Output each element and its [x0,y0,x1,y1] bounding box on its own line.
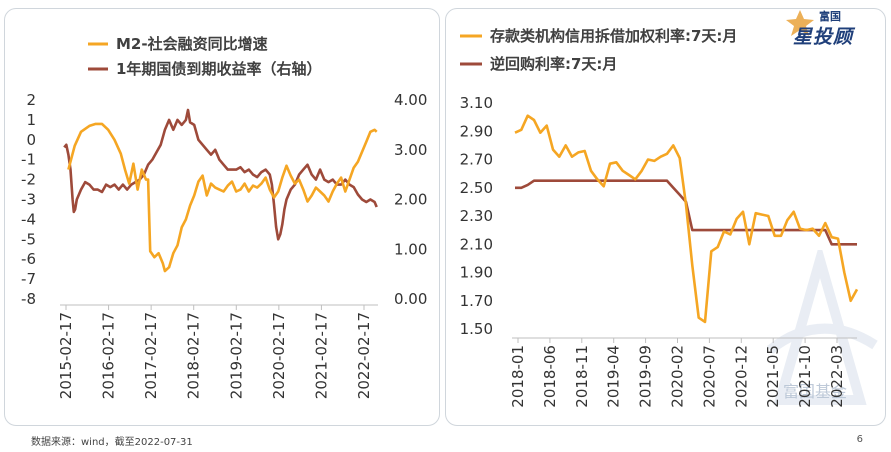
x-tick-label-right: 2021-10 [796,345,814,408]
x-tick-label-right: 2021-05 [764,345,782,408]
y-tick-label-right: 2.90 [460,122,493,140]
legend-label-right-1: 逆回购利率:7天:月 [490,55,617,73]
y-left-tick-label: -4 [21,210,36,228]
x-tick-label-left: 2021-02-17 [312,312,330,399]
logo-big-text: 星投顾 [793,26,854,48]
x-tick-label-left: 2017-02-17 [142,312,160,399]
y-left-tick-label: -8 [21,290,36,308]
y-left-tick-label: -6 [21,250,36,268]
x-tick-label-right: 2018-06 [541,345,559,408]
legend-label-left-0: M2-社会融资同比增速 [116,35,268,53]
y-tick-label-right: 2.50 [460,179,493,197]
y-left-tick-label: -1 [21,151,36,169]
y-left-tick-label: -2 [21,171,36,189]
x-tick-label-left: 2019-02-17 [227,312,245,399]
x-tick-label-left: 2020-02-17 [270,312,288,399]
series-line-right-0 [514,114,859,324]
star-logo-icon [786,10,814,36]
x-tick-label-right: 2019-09 [637,345,655,408]
y-left-tick-label: 1 [26,111,36,129]
x-tick-label-right: 2020-12 [732,345,750,408]
logo-small-text: 富国 [819,10,841,23]
y-right-tick-label: 4.00 [394,91,427,109]
page-number: 6 [856,434,863,445]
m2-vs-bond-yield-chart: M2-社会融资同比增速 1年期国债到期收益率（右轴） 2 1 0 -1 -2 -3-4 -5 -6… [21,35,427,399]
y-tick-label-right: 3.10 [460,94,493,112]
x-tick-label-left: 2015-02-17 [57,312,75,399]
watermark-text: 富国基金 [783,382,848,401]
x-tick-label-right: 2018-11 [573,345,591,408]
y-left-tick-label: -3 [21,191,36,209]
legend-label-left-1: 1年期国债到期收益率（右轴） [116,60,321,78]
right-chart-panel [445,8,886,426]
y-left-tick-label: -5 [21,230,36,248]
series-line-left-1 [63,108,378,241]
y-tick-label-right: 1.50 [460,320,493,338]
x-tick-label-right: 2019-04 [605,345,623,408]
y-tick-label-right: 1.90 [460,264,493,282]
y-tick-label-right: 2.10 [460,235,493,253]
x-tick-label-right: 2018-01 [509,345,527,408]
y-right-tick-label: 3.00 [394,141,427,159]
y-right-tick-label: 2.00 [394,191,427,209]
x-tick-label-right: 2020-07 [700,345,718,408]
y-left-tick-label: 0 [26,131,36,149]
y-left-tick-label: -7 [21,270,36,288]
legend-label-right-0: 存款类机构信用拆借加权利率:7天:月 [490,27,737,45]
y-tick-label-right: 2.30 [460,207,493,225]
x-tick-label-right: 2022-03 [828,345,846,408]
series-line-left-0 [67,122,378,273]
y-right-tick-label: 0.00 [394,290,427,308]
fullgoal-watermark-icon [766,250,878,405]
y-tick-label-right: 1.70 [460,292,493,310]
x-tick-label-right: 2020-02 [669,345,687,408]
x-tick-label-left: 2018-02-17 [185,312,203,399]
y-right-tick-label: 1.00 [394,240,427,258]
x-tick-label-left: 2022-02-17 [355,312,373,399]
x-tick-label-left: 2016-02-17 [100,312,118,399]
fullgoal-logo: 富国 星投顾 [785,8,885,52]
y-left-tick-label: 2 [26,91,36,109]
left-chart-panel [4,8,440,426]
data-source-note: 数据来源：wind，截至2022-07-31 [31,437,193,448]
y-tick-label-right: 2.70 [460,151,493,169]
